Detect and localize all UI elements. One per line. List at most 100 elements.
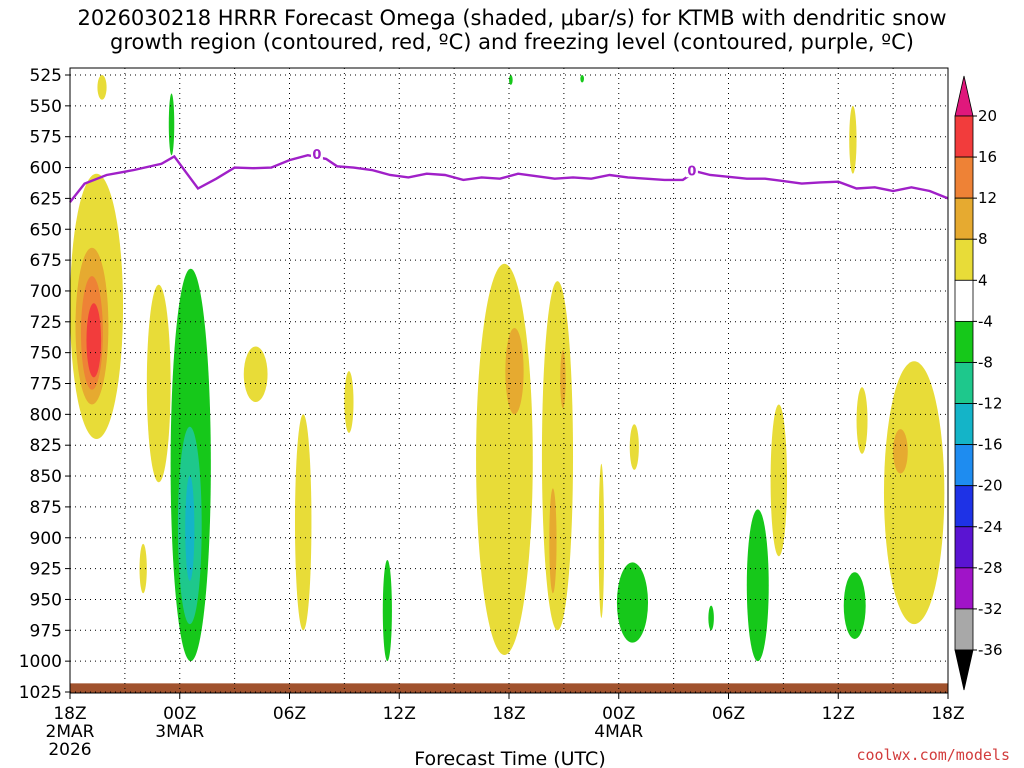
freezing-level-label: 0: [312, 148, 321, 163]
colorbar-tick-label: -16: [978, 436, 1003, 454]
y-tick-label: 525: [30, 66, 62, 86]
colorbar-bin: [954, 279, 974, 322]
x-tick-label: 12Z: [383, 704, 416, 724]
omega-region-9: [476, 263, 533, 655]
omega-region-28: [708, 605, 714, 631]
y-tick-label: 850: [30, 467, 62, 487]
colorbar-tick-label: -12: [978, 395, 1003, 413]
omega-region-3: [86, 303, 102, 378]
y-tick-label: 875: [30, 498, 62, 518]
omega-region-18: [893, 429, 908, 474]
colorbar-bin: [954, 156, 974, 199]
y-tick-label: 550: [30, 97, 62, 117]
y-tick-label: 675: [30, 251, 62, 271]
colorbar-bin: [954, 485, 974, 528]
colorbar-bin: [954, 115, 974, 158]
y-tick-label: 800: [30, 405, 62, 425]
colorbar-tick-label: 4: [978, 271, 988, 289]
colorbar-bin: [954, 526, 974, 569]
x-tick-label: 12Z: [822, 704, 855, 724]
colorbar-tick-label: 20: [978, 107, 997, 125]
x-tick-label: 18Z: [53, 704, 86, 724]
x-tick-year: 2026: [48, 740, 91, 760]
freezing-level-label-bg: [310, 146, 323, 162]
colorbar-tick-label: -32: [978, 600, 1003, 618]
colorbar-bin: [954, 197, 974, 240]
colorbar-bin: [954, 320, 974, 363]
colorbar-tick-label: -4: [978, 312, 993, 330]
y-tick-label: 925: [30, 560, 62, 580]
omega-region-6: [294, 414, 312, 631]
omega-region-16: [770, 404, 788, 557]
omega-region-31: [509, 75, 513, 85]
colorbar-tick-label: -24: [978, 518, 1003, 536]
omega-region-14: [598, 463, 605, 618]
omega-region-21: [97, 75, 107, 100]
omega-region-8: [139, 543, 147, 594]
chart-title-line-2: growth region (contoured, red, ºC) and f…: [110, 30, 914, 54]
y-tick-label: 725: [30, 313, 62, 333]
x-tick-label: 06Z: [273, 704, 306, 724]
y-tick-label: 750: [30, 344, 62, 364]
omega-region-26: [382, 559, 392, 662]
y-axis: 525 550 575 600 625 650 675 700 725 750 775 800 825 8…: [19, 66, 70, 703]
y-tick-label: 900: [30, 529, 62, 549]
omega-region-4: [146, 284, 171, 483]
credit-text: coolwx.com/models: [856, 746, 1010, 764]
y-tick-label: 600: [30, 159, 62, 179]
y-tick-label: 650: [30, 220, 62, 240]
y-tick-label: 625: [30, 189, 62, 209]
chart-title-line-1: 2026030218 HRRR Forecast Omega (shaded, …: [77, 6, 947, 30]
colorbar-tick-label: 12: [978, 189, 997, 207]
colorbar-tick-label: 8: [978, 230, 988, 248]
colorbar-top-arrow: [954, 75, 974, 117]
y-tick-label: 975: [30, 621, 62, 641]
colorbar-tick-label: -36: [978, 641, 1003, 659]
y-tick-label: 700: [30, 282, 62, 302]
y-tick-label: 1000: [19, 652, 62, 672]
y-tick-label: 775: [30, 375, 62, 395]
y-tick-label: 950: [30, 590, 62, 610]
x-tick-date: 2MAR: [46, 722, 95, 742]
omega-region-10: [505, 327, 524, 415]
y-tick-label: 575: [30, 128, 62, 148]
omega-region-32: [580, 75, 584, 83]
colorbar-tick-label: -28: [978, 559, 1003, 577]
x-axis-label: Forecast Time (UTC): [414, 748, 605, 768]
omega-shading-layer: [70, 75, 945, 662]
colorbar-bin: [954, 567, 974, 610]
y-tick-label: 825: [30, 436, 62, 456]
x-tick-label: 06Z: [712, 704, 745, 724]
omega-region-5: [243, 346, 268, 403]
omega-region-30: [843, 572, 866, 639]
colorbar-tick-label: 16: [978, 148, 997, 166]
omega-region-15: [629, 424, 639, 470]
omega-region-24: [185, 476, 195, 581]
y-tick-label: 1025: [19, 683, 62, 703]
colorbar-bin: [954, 608, 974, 651]
colorbar: 20 16 12 8 4 -4 -8 -12 -16 -20 -24 -28 -32 -36: [954, 75, 1003, 691]
omega-region-11: [541, 281, 574, 631]
x-tick-label: 00Z: [163, 704, 196, 724]
freezing-level-line: [69, 153, 949, 203]
omega-region-27: [616, 562, 649, 643]
colorbar-bin: [954, 362, 974, 404]
colorbar-tick-label: -20: [978, 477, 1003, 495]
colorbar-bin: [954, 403, 974, 446]
colorbar-bin: [954, 444, 974, 487]
colorbar-bottom-arrow: [954, 649, 974, 691]
freezing-level-label-bg: [685, 162, 698, 178]
colorbar-tick-label: -8: [978, 353, 993, 371]
freezing-level-layer: 00: [69, 146, 949, 203]
x-tick-date: 4MAR: [594, 722, 643, 742]
chart-title: 2026030218 HRRR Forecast Omega (shaded, …: [0, 6, 1024, 54]
x-tick-label: 18Z: [931, 704, 964, 724]
omega-region-25: [168, 93, 175, 156]
omega-region-20: [849, 105, 857, 174]
x-tick-label: 18Z: [492, 704, 525, 724]
omega-region-12: [560, 350, 566, 409]
omega-region-13: [549, 488, 557, 594]
omega-region-19: [856, 387, 868, 454]
